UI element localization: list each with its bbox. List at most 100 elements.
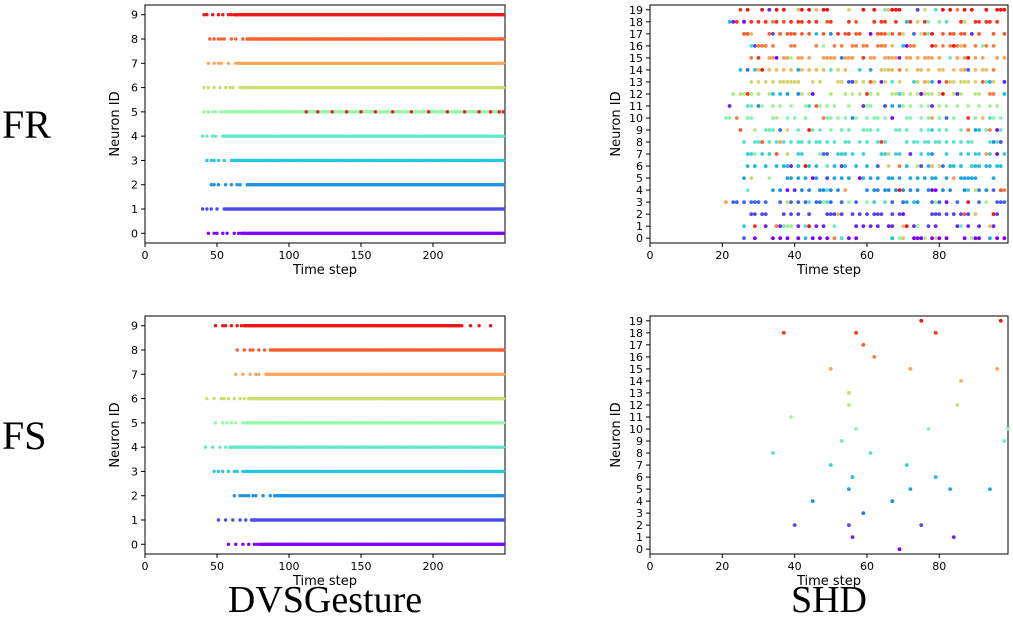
- spike-point: [846, 19, 851, 24]
- spike-point: [919, 128, 924, 132]
- spike-point: [988, 224, 992, 229]
- spike-point: [915, 19, 920, 24]
- spike-point: [944, 152, 949, 156]
- spike-point: [959, 176, 963, 180]
- spike-point: [966, 68, 971, 72]
- spike-point: [789, 80, 793, 84]
- spike-point: [883, 188, 887, 193]
- spike-point: [799, 19, 804, 24]
- spike-point: [951, 92, 956, 96]
- y-tick-label: 15: [629, 363, 643, 376]
- spike-point: [868, 128, 873, 132]
- spike-point: [926, 55, 931, 60]
- spike-point: [941, 188, 945, 193]
- spike-point: [807, 140, 812, 144]
- overlay-spike-point: [316, 110, 320, 114]
- spike-point: [984, 43, 989, 48]
- spike-point: [886, 7, 891, 12]
- spike-point: [933, 176, 938, 180]
- spike-point: [941, 68, 945, 72]
- spike-point: [857, 140, 862, 144]
- spike-point: [988, 152, 992, 156]
- spike-point: [785, 200, 790, 205]
- spike-point: [977, 31, 981, 36]
- spike-point: [749, 104, 754, 108]
- spike-point: [959, 19, 963, 24]
- spike-point: [749, 43, 754, 48]
- overlay-spike-point: [359, 110, 363, 114]
- spike-point: [745, 68, 750, 72]
- x-tick-label: 0: [142, 560, 149, 573]
- spike-point: [501, 542, 506, 546]
- spike-point: [883, 7, 887, 12]
- spike-point: [861, 224, 866, 229]
- spike-point: [901, 92, 906, 96]
- spike-point: [890, 80, 895, 84]
- spike-point: [984, 200, 989, 205]
- spike-point: [868, 176, 873, 180]
- spike-point: [781, 330, 786, 335]
- spike-point: [1002, 236, 1007, 241]
- spike-point: [901, 212, 906, 217]
- x-tick-label: 60: [860, 560, 874, 573]
- spike-point: [854, 427, 859, 431]
- spike-point: [890, 104, 895, 108]
- spike-point: [792, 43, 797, 48]
- spike-point: [944, 116, 949, 120]
- spike-point: [745, 116, 750, 120]
- spike-point: [846, 523, 851, 528]
- spike-point: [778, 128, 783, 132]
- spike-point: [951, 164, 956, 168]
- spike-point: [785, 152, 790, 156]
- spike-point: [796, 212, 801, 217]
- spike-point: [785, 188, 790, 193]
- y-tick-label: 18: [629, 16, 643, 29]
- spike-point: [941, 7, 945, 12]
- spike-point: [991, 212, 996, 217]
- y-axis-label: Neuron ID: [108, 91, 123, 156]
- spike-point: [745, 31, 750, 36]
- spike-point: [962, 43, 967, 48]
- spike-point: [226, 469, 231, 474]
- spike-point: [865, 188, 869, 193]
- spike-point: [814, 19, 819, 24]
- spike-point: [796, 140, 801, 144]
- spike-point: [771, 188, 775, 193]
- spike-point: [246, 542, 251, 546]
- spike-point: [937, 104, 942, 108]
- spike-point: [789, 104, 793, 108]
- spike-point: [951, 80, 956, 84]
- spike-point: [973, 236, 978, 241]
- spike-point: [803, 104, 808, 108]
- x-tick-label: 20: [715, 249, 729, 262]
- spike-point: [988, 487, 992, 491]
- spike-point: [807, 55, 812, 60]
- spike-point: [941, 31, 945, 36]
- spike-point: [973, 128, 978, 132]
- spike-point: [846, 55, 851, 60]
- spike-point: [901, 236, 906, 241]
- y-tick-label: 4: [636, 184, 643, 197]
- spike-point: [236, 231, 241, 235]
- spike-point: [955, 224, 960, 229]
- y-tick-label: 3: [131, 154, 138, 167]
- spike-point: [218, 85, 222, 90]
- spike-point: [752, 236, 757, 241]
- spike-point: [930, 236, 934, 241]
- y-tick-label: 7: [131, 57, 138, 70]
- spike-point: [988, 164, 992, 168]
- spike-point: [209, 183, 213, 187]
- spike-point: [846, 487, 851, 491]
- spike-point: [944, 128, 949, 132]
- spike-point: [234, 37, 238, 41]
- spike-point: [846, 140, 851, 144]
- spike-point: [897, 92, 902, 96]
- y-tick-label: 3: [636, 507, 643, 520]
- spike-point: [1006, 427, 1010, 431]
- spike-point: [959, 43, 963, 48]
- spike-point: [966, 104, 971, 108]
- spike-point: [818, 140, 822, 144]
- spike-point: [872, 354, 877, 359]
- spike-point: [818, 236, 822, 241]
- spike-point: [995, 140, 1000, 144]
